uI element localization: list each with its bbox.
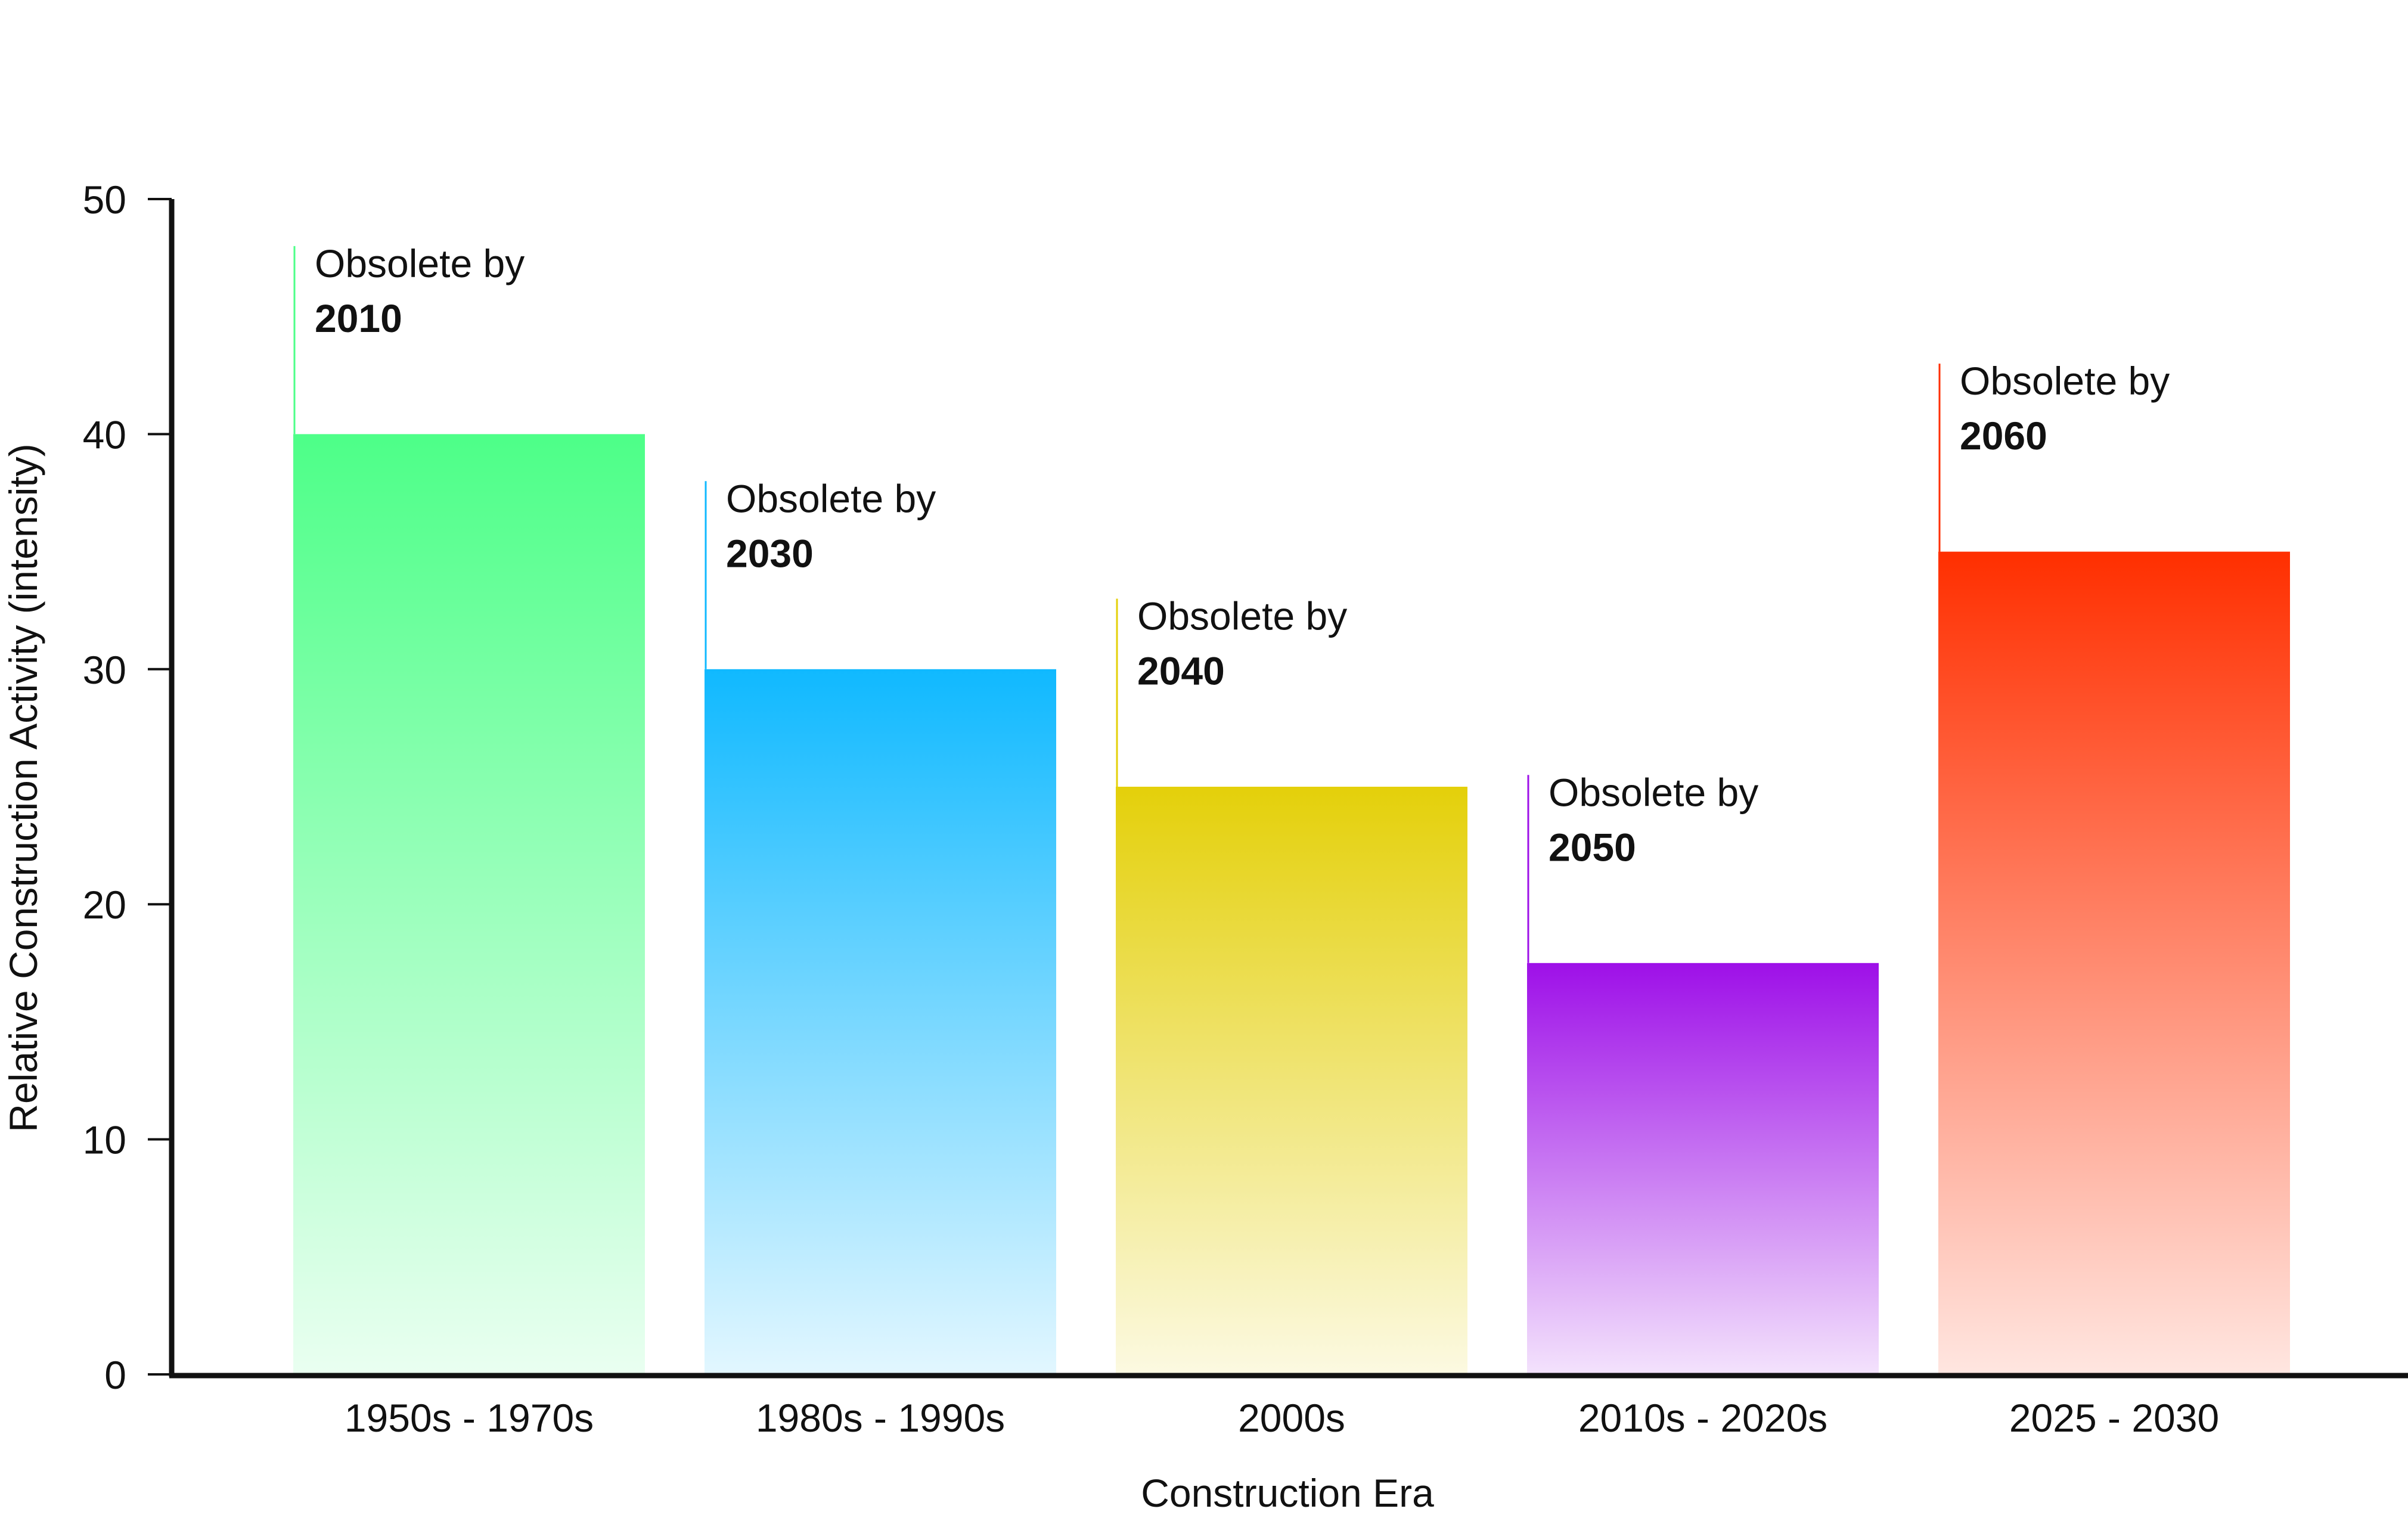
bars-layer [293, 434, 2290, 1374]
bar [1938, 551, 2290, 1374]
y-tick-label: 0 [104, 1353, 126, 1397]
annotation-year: 2050 [1549, 825, 1636, 869]
axes-layer [169, 199, 2408, 1379]
x-category-label: 1980s - 1990s [756, 1396, 1005, 1440]
bar [1527, 963, 1879, 1374]
annotation-year: 2030 [726, 531, 814, 575]
x-category-label: 2000s [1238, 1396, 1345, 1440]
bar [293, 434, 645, 1374]
x-category-label: 1950s - 1970s [345, 1396, 594, 1440]
bar [1116, 787, 1467, 1374]
y-tick-label: 10 [83, 1118, 126, 1162]
x-axis-title: Construction Era [1141, 1471, 1434, 1515]
annotation-year: 2040 [1137, 648, 1225, 693]
bar [705, 669, 1056, 1374]
annotation-layer: Obsolete by 2010 Obsolete by 2030 Obsolete b… [293, 241, 2170, 963]
annotation-label: Obsolete by [1137, 594, 1347, 638]
y-tick-label: 50 [83, 178, 126, 222]
annotation-year: 2010 [315, 296, 402, 340]
annotation-label: Obsolete by [726, 476, 936, 520]
annotation-label: Obsolete by [1549, 770, 1758, 814]
y-ticks: 0 10 20 30 40 50 [83, 178, 172, 1397]
y-tick-label: 40 [83, 412, 126, 457]
x-category-label: 2010s - 2020s [1578, 1396, 1827, 1440]
y-tick-label: 30 [83, 648, 126, 692]
annotation-label: Obsolete by [1960, 359, 2170, 403]
annotation-year: 2060 [1960, 414, 2047, 458]
y-tick-label: 20 [83, 883, 126, 927]
y-axis-title: Relative Construction Activity (intensit… [1, 443, 45, 1132]
x-category-labels: 1950s - 1970s 1980s - 1990s 2000s 2010s - 2… [345, 1396, 2219, 1440]
annotation-label: Obsolete by [315, 241, 525, 285]
x-category-label: 2025 - 2030 [2009, 1396, 2219, 1440]
